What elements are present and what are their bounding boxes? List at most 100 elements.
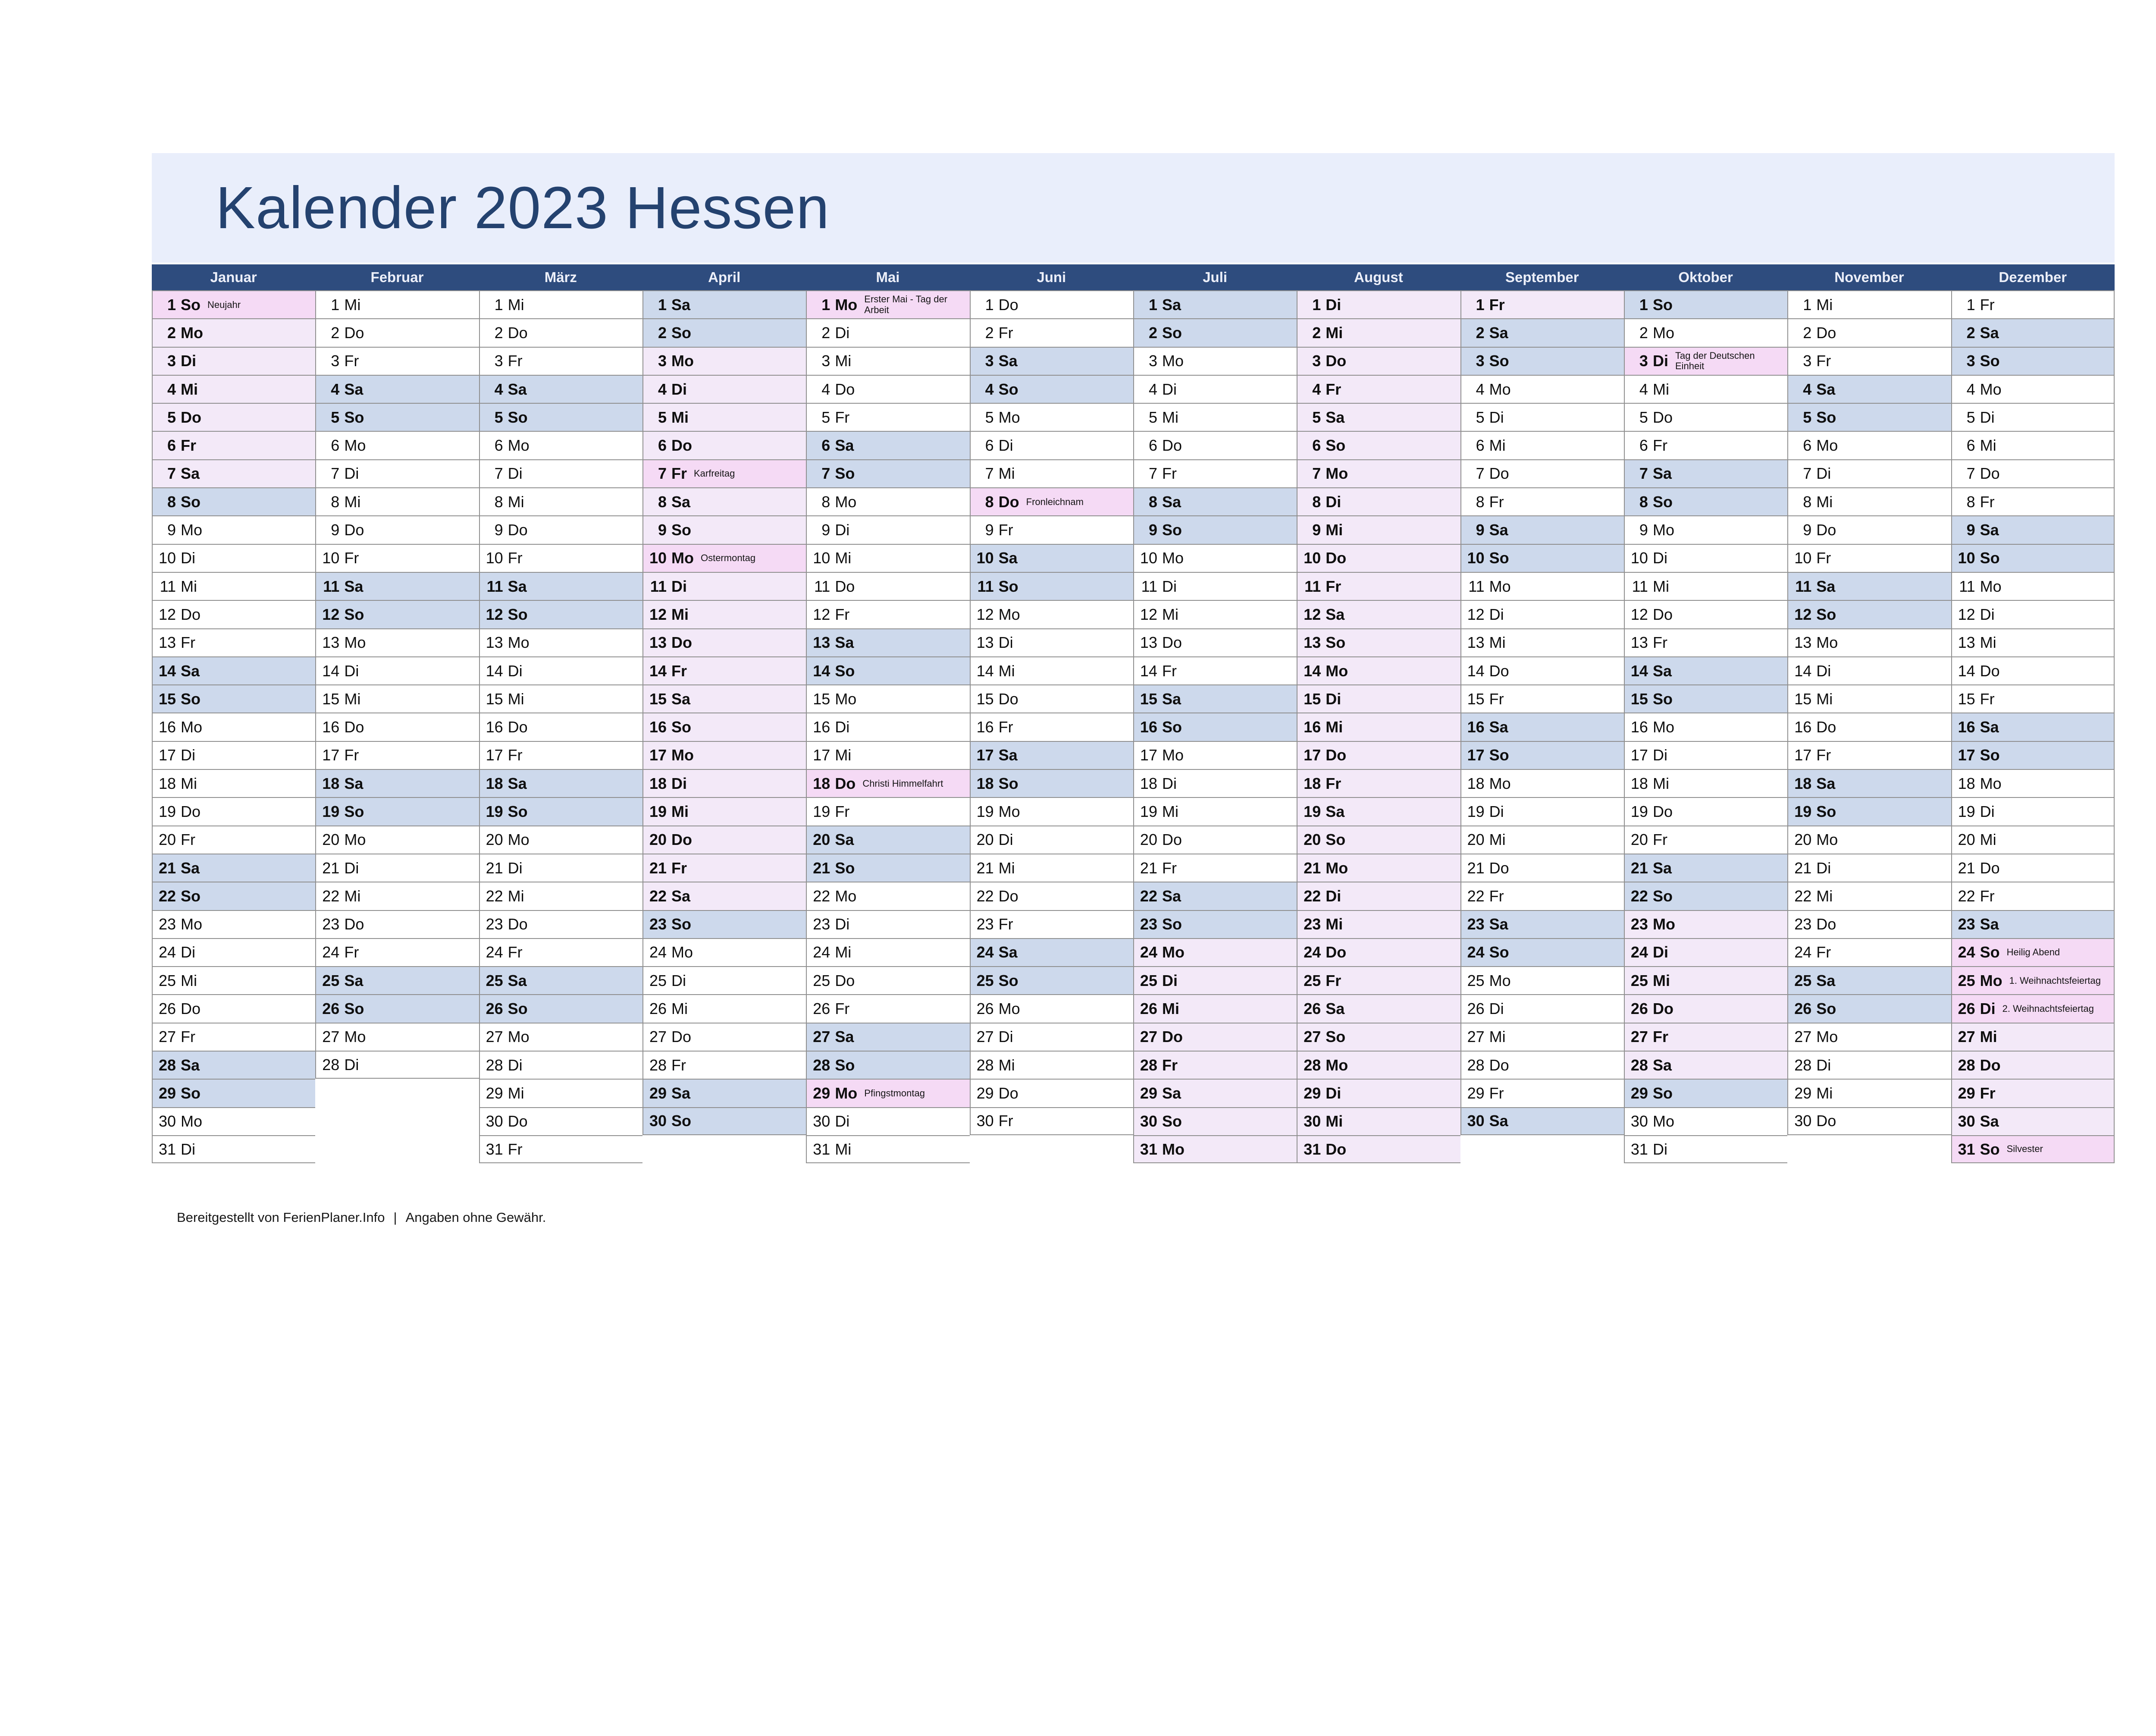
weekday-abbr: Fr [1980,887,1995,905]
day-number: 17 [1140,746,1157,764]
day-cell: 14 Fr [642,656,806,685]
weekday-abbr: Sa [508,577,527,595]
day-cell: 29 Fr [1460,1079,1624,1107]
weekday-abbr: So [998,380,1018,398]
day-cell: 15 Mi [1787,684,1951,713]
day-cell: 17 Mi [806,741,970,769]
day-cell: 8 Mo [806,487,970,516]
day-number: 30 [1630,1112,1648,1130]
day-cell: 29 So [152,1079,316,1107]
day-cell: 22 Mi [315,882,479,910]
day-cell: 2 So [642,318,806,347]
weekday-abbr: Di [344,465,359,483]
day-cell: 3 Mo [1133,346,1297,375]
day-cell: 3 Fr [1787,346,1951,375]
day-cell: 23 So [1133,910,1297,938]
weekday-abbr: So [508,605,528,623]
weekday-abbr: Fr [1326,380,1341,398]
day-cell: 22 Sa [642,882,806,910]
day-cell: 1 Mi [479,290,642,319]
day-cell: 29 Fr [1951,1079,2115,1107]
day-cell: 9 Fr [969,515,1133,544]
day-cell: 31 Mo [1133,1135,1297,1164]
day-number: 11 [1959,577,1975,595]
day-cell: 16 Mo [152,713,316,741]
weekday-abbr: So [181,493,201,511]
day-number: 26 [322,1000,340,1018]
weekday-abbr: Mi [344,493,361,511]
weekday-abbr: Sa [1816,577,1836,595]
weekday-abbr: Mi [1162,1000,1179,1018]
day-cell: 21 Di [479,853,642,882]
weekday-abbr: Mo [671,943,693,961]
day-cell: 25 Sa [1787,966,1951,995]
weekday-abbr: Sa [835,634,854,652]
day-cell: 10 Fr [1787,543,1951,572]
day-cell: 10 Di [1623,543,1788,572]
weekday-abbr: Sa [1489,1112,1508,1130]
day-number: 25 [486,971,503,989]
day-cell: 31 Di [1623,1135,1788,1164]
day-number: 12 [1794,605,1812,623]
day-number: 5 [1476,408,1485,426]
day-cell: 7 Sa [1623,459,1788,488]
weekday-abbr: So [671,1112,691,1130]
day-number: 25 [813,971,830,989]
day-number: 10 [976,549,994,567]
day-number: 26 [813,1000,830,1018]
weekday-abbr: So [1980,746,2000,764]
day-cell: 4 Mo [1460,374,1624,403]
day-number: 6 [1312,436,1321,455]
weekday-abbr: Fr [835,408,850,426]
day-number: 29 [1630,1084,1648,1102]
day-number: 18 [1630,774,1648,792]
day-cell: 3 So [1951,346,2115,375]
day-cell: 3 Sa [969,346,1133,375]
day-number: 2 [331,323,340,342]
weekday-abbr: Mi [671,605,689,623]
weekday-abbr: So [835,859,855,877]
weekday-abbr: Mi [835,549,852,567]
weekday-abbr: Mi [1980,831,1996,849]
day-number: 1 [1312,295,1321,314]
day-cell: 5 Do [152,403,316,431]
day-cell: 1 Fr [1951,290,2115,319]
day-cell: 20 Mo [479,825,642,854]
day-cell: 29 So [1623,1079,1788,1107]
weekday-abbr: Mi [508,887,524,905]
weekday-abbr: So [181,1084,201,1102]
weekday-abbr: Do [1652,408,1673,426]
day-cell: 9 So [642,515,806,544]
day-cell: 4 Di [1133,374,1297,403]
day-number: 14 [486,662,503,680]
day-number: 20 [158,831,176,849]
day-number: 12 [976,605,994,623]
weekday-abbr: Mi [508,493,524,511]
day-number: 19 [649,802,667,820]
day-number: 17 [976,746,994,764]
weekday-abbr: Do [1816,323,1836,342]
day-number: 20 [813,831,830,849]
day-number: 13 [486,634,503,652]
day-cell: 19 Do [1623,797,1788,826]
weekday-abbr: So [508,408,528,426]
day-cell: 23 Mo [1623,910,1788,938]
day-cell: 1 Do [969,290,1133,319]
weekday-abbr: Do [508,521,528,539]
day-cell: 20 Mo [315,825,479,854]
weekday-abbr: So [1162,1112,1182,1130]
weekday-abbr: Fr [998,521,1013,539]
day-cell: 18 Fr [1297,769,1460,797]
day-number: 15 [158,690,176,708]
day-cell: 24 Mo [642,938,806,967]
day-cell: 8 Fr [1460,487,1624,516]
day-cell: 9 So [1133,515,1297,544]
day-number: 5 [1148,408,1157,426]
day-cell: 16 So [642,713,806,741]
day-cell: 25 Di [642,966,806,995]
weekday-abbr: Fr [1652,1028,1668,1046]
day-number: 10 [322,549,340,567]
day-cell: 14 Do [1951,656,2115,685]
weekday-abbr: Do [835,774,856,792]
day-cell: 3 So [1460,346,1624,375]
